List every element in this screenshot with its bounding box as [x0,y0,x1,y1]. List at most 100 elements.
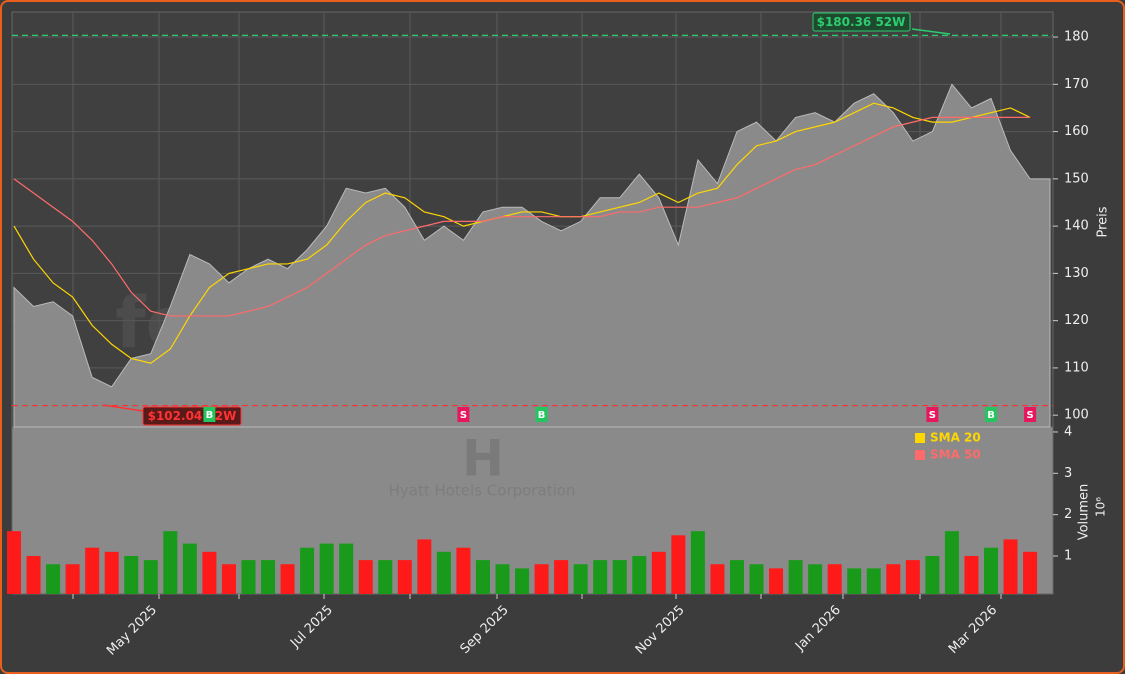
legend-swatch [915,450,925,460]
volume-bar [788,560,803,594]
legend-swatch [915,433,925,443]
volume-bar [378,560,393,594]
volume-bar [886,564,901,594]
y-tick-label: 100 [1064,408,1089,423]
volume-bar [690,531,705,594]
volume-bar [769,568,784,594]
volume-bar [984,547,998,594]
volume-bar [46,564,61,594]
volume-bar [944,531,959,594]
volume-bar [515,568,530,594]
high-label: $180.36 52W [817,15,906,29]
volume-bar [261,560,276,594]
volume-bar [397,560,412,594]
volume-bar [163,531,178,594]
volume-bar [300,547,315,594]
volume-bar [1003,539,1018,594]
y-tick-label: 160 [1064,124,1089,139]
volume-bar [26,555,41,594]
volume-bar [319,543,334,594]
volume-bar [143,560,158,594]
volume-bar [905,560,920,594]
arrow [102,404,144,412]
volume-bar [495,564,510,594]
arrow [911,28,951,35]
volume-bar [1023,551,1038,594]
y-tick-label: 140 [1064,219,1089,234]
volume-bar [85,547,100,594]
y-axis-label: Preis [1096,206,1111,237]
y-tick-label: 4 [1064,424,1072,439]
y-tick-label: 170 [1064,77,1089,92]
y-tick-label: 150 [1064,171,1089,186]
volume-bar [65,564,80,594]
label-box [142,406,242,426]
volume-bar [827,564,842,594]
volume-bar [124,555,139,594]
y-tick-label: 2 [1064,507,1072,522]
low-label: $102.04 52W [148,409,237,423]
volume-bar [632,555,647,594]
volume-bar [436,551,451,594]
y-axis-unit: 10⁶ [1094,497,1108,517]
volume-bar [710,564,725,594]
signal-label: S [1026,410,1033,421]
volume-bar [593,560,608,594]
price-area [13,83,1051,428]
signal-label: B [538,410,546,421]
volume-bar [729,560,744,594]
signal-marker [203,407,216,422]
x-tick-label: Mar 2026 [946,603,1000,657]
volume-bar [280,564,295,594]
volume-bar [651,551,666,594]
company-name: Hyatt Hotels Corporation [389,482,576,500]
volume-bar [612,560,627,594]
x-tick-label: Jul 2025 [287,603,336,652]
x-tick-label: May 2025 [104,603,160,659]
volume-bar [221,564,236,594]
signal-label: B [206,410,214,421]
volume-bar [104,551,119,594]
volume-bar [847,568,862,594]
legend-label: SMA 50 [930,448,981,462]
volume-bar [417,539,432,594]
y-tick-label: 110 [1064,360,1089,375]
volume-bar [202,551,217,594]
legend-label: SMA 20 [930,431,981,445]
x-tick-label: Nov 2025 [633,603,688,658]
volume-bar [749,564,764,594]
signal-marker [926,407,939,422]
sma-line [13,102,1031,364]
signal-marker [535,407,548,422]
volume-bar [534,564,549,594]
volume-bar [339,543,354,594]
volume-bar [808,564,823,594]
label-box [812,12,911,32]
x-tick-label: Sep 2025 [458,603,512,657]
volume-bar [964,555,979,594]
y-tick-label: 1 [1064,548,1072,563]
volume-bar [475,560,490,594]
signal-label: B [987,410,995,421]
sma-line [13,116,1031,317]
volume-bar [671,535,686,594]
y-axis-label: Volumen [1077,484,1092,541]
x-tick-label: Jan 2026 [792,603,844,655]
signal-label: S [460,410,467,421]
signal-marker [1024,407,1037,422]
logo: H [462,430,504,488]
volume-bar [866,568,881,594]
y-tick-label: 3 [1064,466,1072,481]
volume-bar [456,547,471,594]
signal-marker [457,407,470,422]
volume-bar [554,560,569,594]
volume-bar [182,543,197,594]
volume-bar [7,531,21,594]
volume-bar [241,560,256,594]
y-tick-label: 130 [1064,266,1089,281]
y-tick-label: 180 [1064,30,1089,45]
signal-marker [985,407,997,422]
y-tick-label: 120 [1064,313,1089,328]
volume-bar [925,555,940,594]
